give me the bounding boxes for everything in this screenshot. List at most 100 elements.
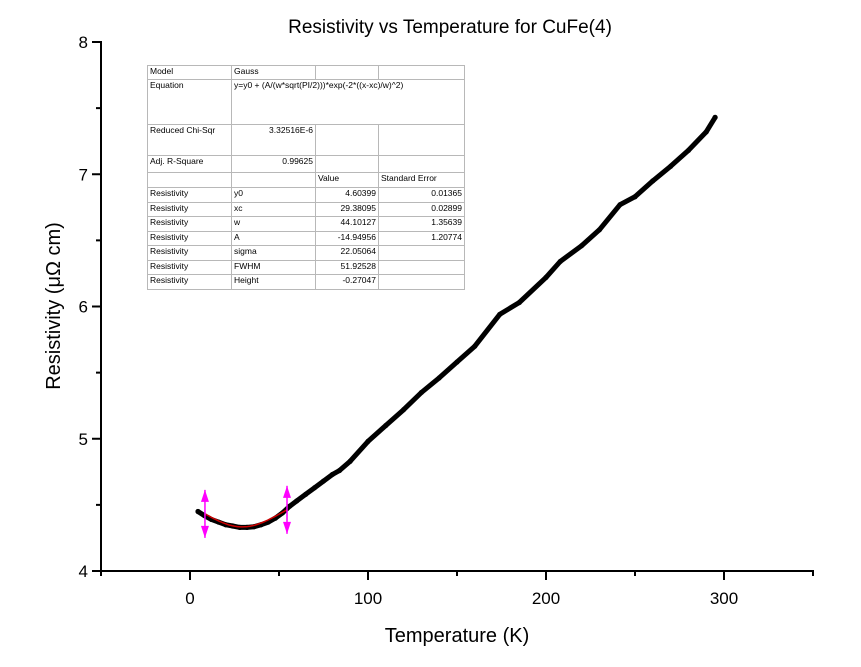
range-marker-double-arrow-icon [200, 489, 209, 538]
fit-results-table: Model Gauss Equation y=y0 + (A/(w*sqrt(P… [147, 65, 465, 290]
param-name: sigma [231, 245, 316, 261]
range-marker-double-arrow-icon [283, 485, 292, 534]
table-row: Resistivity A -14.94956 1.20774 [147, 230, 465, 246]
y-tick-label: 7 [79, 165, 88, 184]
param-name: A [231, 230, 316, 246]
param-error: 0.01365 [378, 187, 465, 203]
chi-label: Reduced Chi-Sqr [147, 124, 232, 156]
param-name: y0 [231, 187, 316, 203]
data-point [472, 343, 478, 349]
x-tick-label: 0 [185, 589, 194, 608]
param-value: 51.92528 [315, 259, 379, 275]
table-row-adj-r2: Adj. R-Square 0.99625 [147, 155, 465, 173]
ticks: 0 100 200 300 4 5 6 7 8 [79, 33, 814, 608]
table-row: Resistivity Height -0.27047 [147, 274, 465, 290]
param-error: 1.35639 [378, 216, 465, 232]
data-point [436, 375, 442, 381]
data-point [617, 202, 623, 208]
model-label: Model [147, 65, 232, 80]
param-value: 29.38095 [315, 201, 379, 217]
param-dep: Resistivity [147, 187, 232, 203]
x-tick-label: 200 [532, 589, 560, 608]
param-error [378, 259, 465, 275]
chi-value: 3.32516E-6 [231, 124, 316, 156]
param-name: Height [231, 274, 316, 290]
chart-title: Resistivity vs Temperature for CuFe(4) [288, 17, 612, 38]
data-point [516, 299, 522, 306]
data-point [703, 129, 709, 135]
param-value: 22.05064 [315, 245, 379, 261]
param-name: w [231, 216, 316, 232]
data-point [401, 407, 407, 413]
arrow-down-icon [283, 521, 292, 534]
param-error: 0.02899 [378, 201, 465, 217]
data-point [685, 147, 692, 154]
param-value: 44.10127 [315, 216, 379, 232]
data-point [303, 491, 309, 497]
equation-label: Equation [147, 79, 232, 125]
param-dep: Resistivity [147, 216, 232, 232]
table-row-chi: Reduced Chi-Sqr 3.32516E-6 [147, 124, 465, 156]
data-point [418, 389, 424, 396]
param-error: 1.20774 [378, 230, 465, 246]
arrow-up-icon [200, 489, 209, 502]
y-tick-label: 4 [79, 562, 88, 581]
param-value: -14.94956 [315, 230, 379, 246]
data-point [668, 163, 674, 169]
param-dep: Resistivity [147, 201, 232, 217]
param-value: 4.60399 [315, 187, 379, 203]
param-dep: Resistivity [147, 230, 232, 246]
arrow-up-icon [283, 485, 292, 498]
param-name: FWHM [231, 259, 316, 275]
data-point [336, 467, 343, 474]
data-point [287, 503, 293, 509]
data-point [312, 485, 318, 491]
equation-value: y=y0 + (A/(w*sqrt(PI/2)))*exp(-2*((x-xc)… [231, 79, 465, 125]
x-tick-label: 100 [354, 589, 382, 608]
table-row: Resistivity xc 29.38095 0.02899 [147, 201, 465, 217]
param-dep: Resistivity [147, 245, 232, 261]
y-tick-label: 6 [79, 298, 88, 317]
data-point [320, 478, 327, 484]
data-point [365, 438, 371, 444]
table-row: Resistivity sigma 22.05064 [147, 245, 465, 261]
table-row: Resistivity w 44.10127 1.35639 [147, 216, 465, 232]
table-row: Resistivity FWHM 51.92528 [147, 259, 465, 275]
table-row: Resistivity y0 4.60399 0.01365 [147, 187, 465, 203]
data-point [596, 227, 603, 233]
header-value: Value [315, 172, 379, 188]
data-point [294, 498, 300, 504]
data-point [383, 422, 389, 429]
table-row-equation: Equation y=y0 + (A/(w*sqrt(PI/2)))*exp(-… [147, 79, 465, 125]
x-axis-label: Temperature (K) [385, 625, 530, 647]
fit-line-group [204, 509, 288, 528]
param-error [378, 245, 465, 261]
data-point [329, 471, 335, 478]
data-point [579, 243, 585, 249]
table-header-row: Value Standard Error [147, 172, 465, 188]
data-point [454, 359, 460, 365]
arrow-down-icon [200, 525, 209, 538]
data-point [632, 194, 638, 200]
model-value: Gauss [231, 65, 316, 80]
y-tick-label: 5 [79, 430, 88, 449]
data-point [650, 178, 656, 184]
table-row-model: Model Gauss [147, 65, 465, 80]
data-point [557, 258, 563, 265]
param-dep: Resistivity [147, 274, 232, 290]
param-value: -0.27047 [315, 274, 379, 290]
data-point [195, 508, 201, 515]
data-point [543, 274, 549, 281]
param-dep: Resistivity [147, 259, 232, 275]
data-point [712, 114, 718, 120]
adj-value: 0.99625 [231, 155, 316, 173]
param-name: xc [231, 201, 316, 217]
y-tick-label: 8 [79, 33, 88, 52]
x-tick-label: 300 [710, 589, 738, 608]
adj-label: Adj. R-Square [147, 155, 232, 173]
range-markers [200, 485, 292, 538]
data-point [347, 458, 353, 464]
param-error [378, 274, 465, 290]
data-point [497, 311, 503, 318]
header-error: Standard Error [378, 172, 465, 188]
